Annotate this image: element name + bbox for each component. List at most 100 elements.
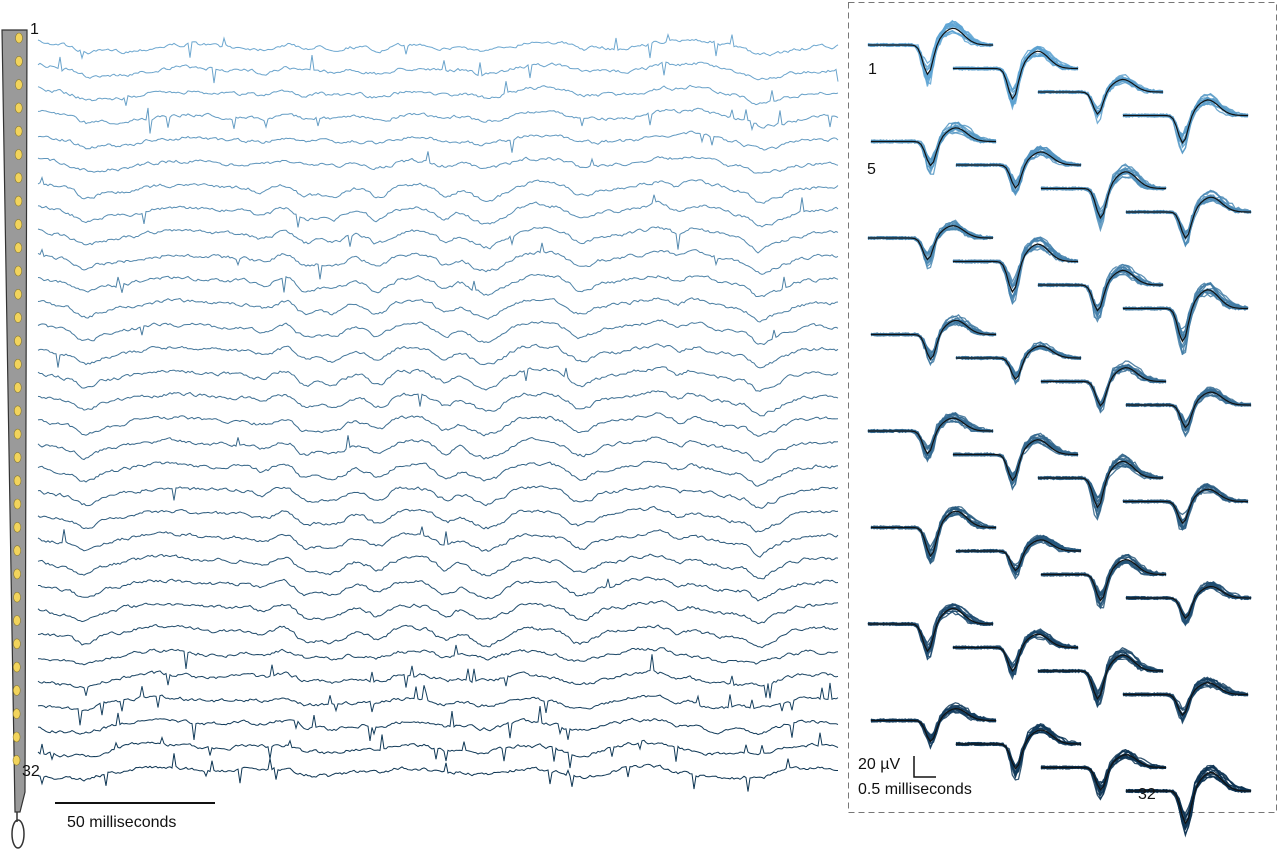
- electrode: [14, 195, 23, 207]
- spike-waveform: [1037, 464, 1164, 500]
- lfp-trace: [37, 682, 839, 726]
- mean-waveform: [956, 151, 1081, 189]
- mean-waveform: [871, 510, 996, 558]
- mean-waveform: [1126, 585, 1251, 620]
- lfp-trace: [37, 81, 839, 106]
- mean-waveform: [953, 633, 1078, 672]
- electrode: [14, 102, 23, 114]
- electrode: [15, 55, 23, 67]
- spike-waveform: [952, 238, 1079, 300]
- electrode: [12, 708, 21, 720]
- lfp-trace: [37, 366, 839, 392]
- spike-waveform: [1122, 287, 1248, 342]
- electrode: [14, 358, 22, 370]
- spike-waveform: [955, 348, 1082, 374]
- spike-waveform: [1122, 676, 1249, 725]
- mean-waveform: [1038, 78, 1163, 115]
- lfp-trace: [37, 151, 839, 174]
- mean-waveform: [956, 345, 1081, 381]
- lfp-trace: [37, 600, 839, 625]
- spike-waveform: [1122, 483, 1249, 531]
- spike-waveform: [1122, 680, 1249, 717]
- electrode: [14, 288, 22, 300]
- spike-waveform: [952, 436, 1079, 480]
- mean-waveform: [1123, 99, 1248, 144]
- electrode: [15, 32, 23, 44]
- spike-waveform: [1037, 81, 1164, 109]
- spike-waveform: [1037, 649, 1164, 708]
- lfp-trace: [37, 485, 839, 509]
- mean-waveform: [1126, 391, 1251, 429]
- spike-waveform: [953, 55, 1079, 92]
- mean-waveform: [868, 417, 993, 455]
- electrode: [14, 265, 23, 277]
- electrode: [13, 452, 22, 463]
- spike-waveform: [1125, 197, 1252, 237]
- mean-waveform: [871, 127, 996, 167]
- spike-waveform: [867, 32, 994, 65]
- electrode: [13, 521, 22, 533]
- spike-waveform: [1040, 560, 1167, 597]
- mean-waveform: [871, 707, 996, 743]
- probe-shank: [1, 29, 28, 813]
- electrode: [13, 545, 22, 556]
- mean-waveform: [956, 539, 1081, 572]
- electrode: [13, 428, 22, 440]
- lfp-trace: [37, 194, 839, 228]
- electrode: [12, 754, 21, 766]
- electrode: [15, 79, 23, 90]
- mean-waveform: [1126, 771, 1251, 825]
- lfp-trace: [37, 273, 839, 298]
- lfp-trace: [37, 553, 839, 580]
- electrode: [13, 568, 21, 580]
- spike-waveform: [955, 341, 1082, 386]
- spike-waveform: [867, 607, 994, 655]
- mean-waveform: [1123, 289, 1248, 343]
- mean-waveform: [868, 607, 993, 653]
- amplitude-scale-label: 20 µV: [858, 756, 900, 773]
- spike-waveform: [1125, 389, 1252, 426]
- spike-waveform: [952, 47, 1079, 108]
- lfp-trace: [37, 107, 839, 134]
- lfp-trace: [37, 705, 839, 741]
- waveform-label-first: 1: [868, 61, 877, 78]
- probe-top-label: 1: [30, 21, 39, 38]
- probe: [1, 29, 28, 849]
- lfp-trace: [37, 460, 839, 487]
- spike-waveform: [1125, 389, 1252, 430]
- spike-waveform: [1040, 554, 1167, 610]
- spike-waveform: [955, 146, 1082, 195]
- mean-waveform: [953, 439, 1078, 482]
- electrode: [14, 149, 23, 160]
- spike-waveform: [1037, 454, 1164, 518]
- spike-waveform: [952, 636, 1079, 665]
- lfp-trace: [37, 412, 839, 437]
- electrode: [13, 591, 21, 603]
- spike-waveform: [1125, 390, 1251, 428]
- lfp-trace: [37, 55, 839, 84]
- lfp-trace: [38, 576, 839, 602]
- lfp-trace: [37, 623, 839, 649]
- spike-waveform: [952, 433, 1079, 486]
- lfp-trace: [37, 242, 839, 280]
- electrode: [14, 219, 23, 230]
- waveform-group: [867, 19, 1252, 838]
- waveform-label-last: 32: [1138, 786, 1156, 803]
- electrode: [13, 661, 21, 673]
- spike-waveform: [870, 127, 997, 167]
- mean-waveform: [868, 225, 993, 261]
- electrode: [13, 638, 21, 650]
- lfp-trace: [37, 526, 839, 558]
- mean-waveform: [1123, 488, 1248, 525]
- lfp-trace: [37, 226, 839, 254]
- spike-waveform: [870, 705, 997, 744]
- spike-waveform: [1040, 163, 1167, 233]
- mean-waveform: [871, 319, 996, 361]
- spike-waveform: [1125, 581, 1252, 627]
- electrode: [13, 475, 22, 487]
- spike-waveform: [1122, 489, 1249, 522]
- mean-waveform: [1038, 269, 1163, 312]
- lfp-trace: [37, 176, 839, 204]
- electrode: [14, 172, 23, 184]
